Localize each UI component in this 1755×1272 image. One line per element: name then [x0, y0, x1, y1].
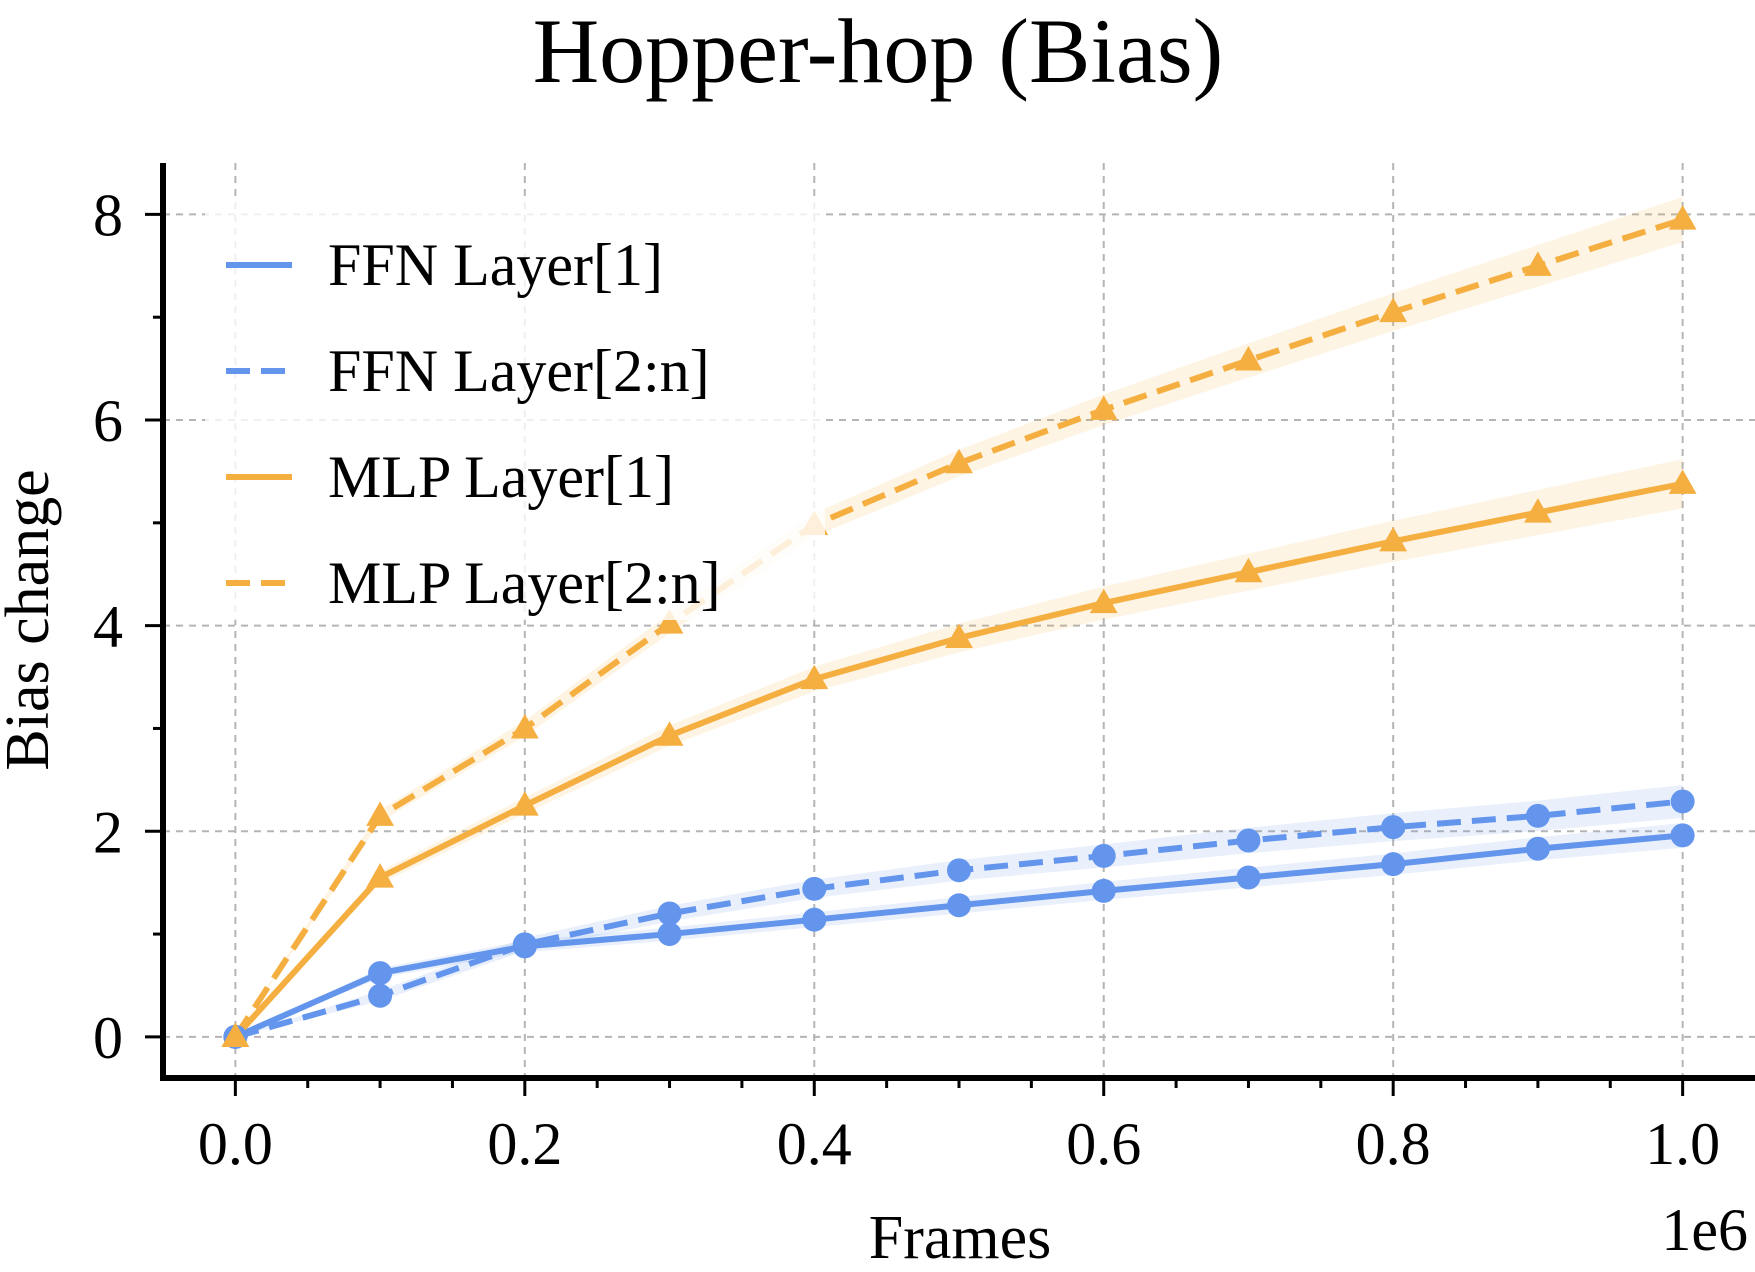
point-series-1-10 [1670, 789, 1695, 814]
x-tick-label-2: 0.4 [777, 1111, 852, 1177]
x-offset-label: 1e6 [1661, 1197, 1748, 1263]
point-series-1-4 [802, 876, 827, 901]
point-series-0-7 [1236, 865, 1261, 890]
point-series-1-1 [368, 983, 393, 1008]
point-series-3-1 [366, 801, 395, 826]
point-series-0-3 [657, 922, 682, 947]
point-series-2-1 [366, 863, 395, 888]
point-series-3-3 [655, 609, 684, 634]
point-series-3-9 [1523, 251, 1552, 276]
point-series-1-7 [1236, 828, 1261, 853]
y-tick-label-2: 4 [93, 594, 123, 660]
point-series-2-10 [1668, 469, 1697, 494]
point-series-1-2 [512, 932, 537, 957]
point-series-1-8 [1381, 815, 1406, 840]
x-tick-label-4: 0.8 [1356, 1111, 1431, 1177]
y-tick-label-4: 8 [93, 182, 123, 248]
y-tick-label-0: 0 [93, 1005, 123, 1071]
x-tick-label-3: 0.6 [1066, 1111, 1141, 1177]
point-series-1-5 [947, 858, 971, 883]
point-series-3-2 [510, 714, 539, 739]
point-series-0-6 [1091, 878, 1116, 903]
point-series-1-9 [1525, 803, 1550, 828]
legend-label-0: FFN Layer[1] [328, 232, 663, 298]
point-series-0-4 [802, 907, 827, 932]
legend-label-1: FFN Layer[2:n] [328, 338, 710, 404]
point-series-0-1 [368, 961, 393, 986]
point-series-1-6 [1091, 843, 1116, 868]
point-series-2-7 [1234, 557, 1263, 583]
point-series-2-2 [510, 791, 539, 816]
point-series-3-7 [1234, 345, 1263, 371]
point-series-0-9 [1525, 836, 1550, 861]
legend: FFN Layer[1] FFN Layer[2:n] MLP Layer[1] ML… [205, 200, 825, 620]
y-tick-label-3: 6 [93, 388, 123, 454]
point-series-2-9 [1523, 498, 1552, 523]
point-series-0-5 [947, 893, 971, 918]
line-series-3 [232, 216, 1684, 1039]
x-tick-label-0: 0.0 [198, 1111, 273, 1177]
point-series-2-4 [800, 664, 829, 690]
band-series-3 [235, 196, 1683, 1037]
y-tick-label-1: 2 [93, 799, 123, 865]
band-series-0 [235, 823, 1683, 1037]
x-tick-label-5: 1.0 [1645, 1111, 1720, 1177]
point-series-2-5 [945, 623, 973, 649]
axis-spines [160, 163, 1755, 1081]
point-series-3-6 [1089, 395, 1118, 420]
point-series-0-10 [1670, 823, 1695, 848]
point-series-3-5 [945, 448, 973, 474]
legend-label-3: MLP Layer[2:n] [328, 550, 721, 616]
point-series-2-3 [655, 721, 684, 746]
x-axis-label: Frames [869, 1204, 1052, 1272]
legend-label-2: MLP Layer[1] [328, 444, 674, 510]
point-series-2-8 [1379, 526, 1408, 552]
series-markers [221, 205, 1697, 1049]
point-series-2-6 [1089, 588, 1118, 614]
legend-box [205, 200, 825, 620]
x-tick-label-1: 0.2 [487, 1111, 562, 1177]
y-axis-label: Bias change [0, 469, 62, 770]
point-series-3-8 [1379, 297, 1408, 323]
chart-title: Hopper-hop (Bias) [533, 0, 1224, 102]
point-series-1-3 [657, 901, 682, 926]
point-series-3-10 [1668, 205, 1697, 230]
axes: 0.0 0.2 0.4 0.6 0.8 1.0 0 2 4 6 8 [93, 163, 1755, 1177]
point-series-0-8 [1381, 852, 1406, 877]
point-series-3-0 [221, 1022, 250, 1047]
